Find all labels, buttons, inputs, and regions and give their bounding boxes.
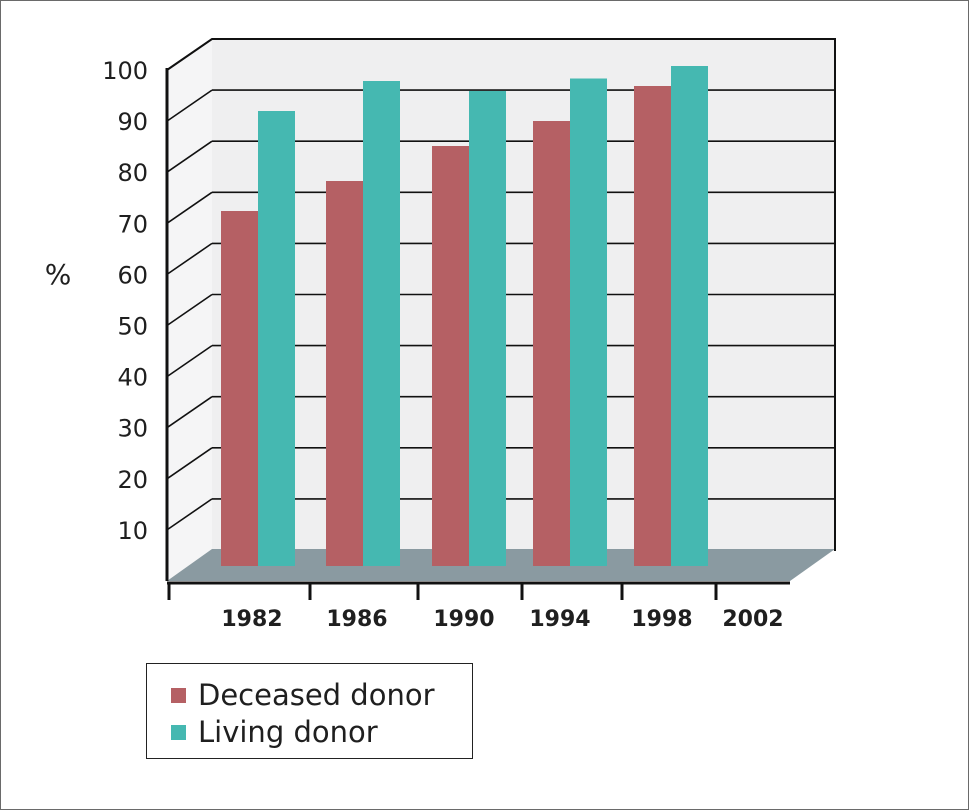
legend-label-deceased: Deceased donor (198, 678, 435, 712)
x-tick-label: 1990 (433, 607, 494, 632)
gridline-diagonal (166, 396, 213, 429)
bar-deceased-1994 (533, 121, 570, 566)
gridline-diagonal (166, 293, 213, 327)
gridline-diagonal (166, 242, 213, 276)
y-tick-labels: 10 20 30 40 50 60 70 80 90 100 (102, 57, 148, 545)
y-tick-label: 10 (117, 517, 148, 545)
y-tick-label: 100 (102, 57, 148, 85)
y-tick-label: 70 (117, 210, 148, 238)
bar-living-1986 (363, 81, 400, 566)
x-tick-labels: 1982 1986 1990 1994 1998 2002 (221, 607, 783, 632)
bar-living-1982 (258, 111, 295, 566)
gridlines (166, 38, 835, 531)
legend-swatch-deceased (171, 687, 186, 703)
y-axis-label: % (45, 258, 72, 291)
bar-deceased-1982 (221, 211, 258, 566)
y-tick-label: 40 (117, 364, 148, 392)
y-tick-label: 60 (117, 261, 148, 289)
gridline-diagonal (166, 140, 213, 173)
y-tick-label: 30 (117, 415, 148, 443)
bar-living-1990 (469, 91, 506, 566)
x-tick-label: 1998 (631, 607, 692, 632)
y-tick-label: 20 (117, 466, 148, 494)
bars (221, 66, 708, 566)
x-tick-label: 1994 (529, 607, 590, 632)
y-tick-label: 80 (117, 159, 148, 187)
gridline-diagonal (166, 498, 213, 531)
bar-deceased-1998 (634, 86, 671, 566)
legend-item-deceased: Deceased donor (171, 678, 435, 712)
gridline-diagonal (166, 191, 213, 224)
legend-item-living: Living donor (171, 715, 378, 749)
gridline-diagonal (166, 447, 213, 480)
gridline-diagonal (166, 344, 213, 378)
bar-living-1998 (671, 66, 708, 566)
x-tick-label: 1982 (221, 607, 282, 632)
legend-swatch-living (171, 724, 186, 740)
back-wall-top-edge (166, 38, 836, 551)
bar-deceased-1986 (326, 181, 363, 566)
legend: Deceased donor Living donor (146, 663, 473, 759)
gridline-diagonal (166, 89, 213, 122)
bar-living-1994 (570, 78, 607, 566)
x-tick-marks (167, 583, 718, 600)
bar-deceased-1990 (432, 146, 469, 566)
y-tick-label: 90 (117, 108, 148, 136)
y-tick-label: 50 (117, 313, 148, 341)
legend-label-living: Living donor (198, 715, 378, 749)
x-tick-label: 1986 (326, 607, 387, 632)
x-tick-label: 2002 (722, 607, 783, 632)
